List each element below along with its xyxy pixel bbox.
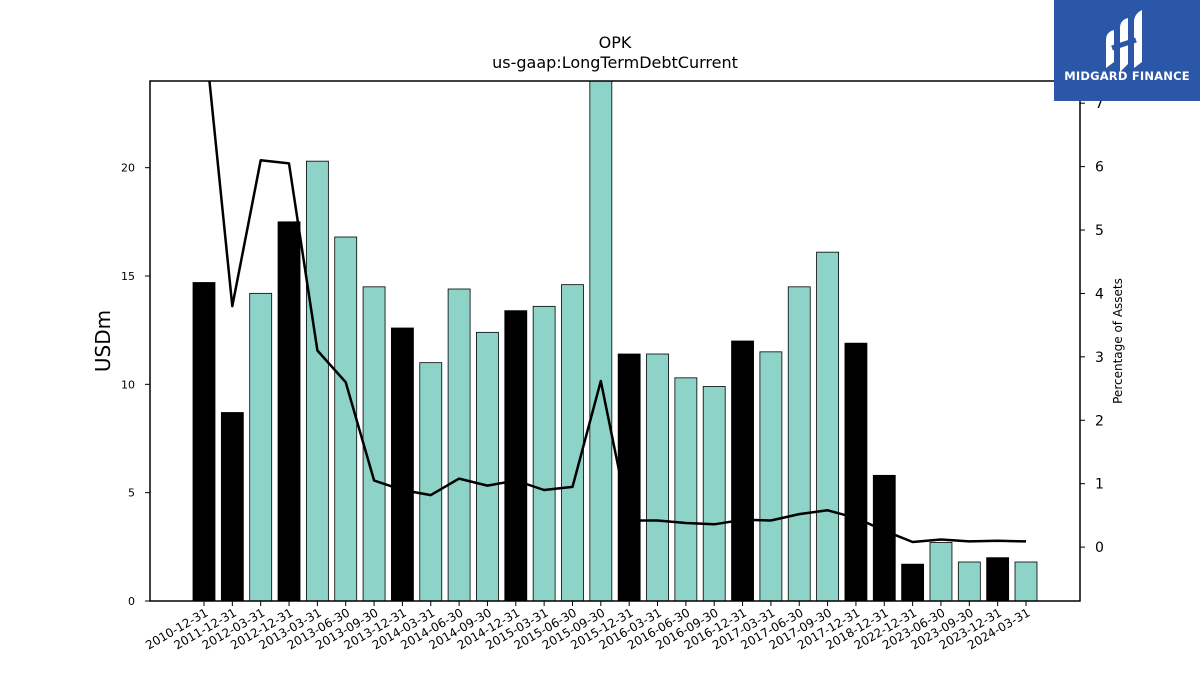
bar-2023-12-31 xyxy=(986,557,1010,601)
bar-2024-03-31 xyxy=(1014,561,1038,601)
bar-2017-06-30 xyxy=(787,286,811,601)
y2-tick-label: 7 xyxy=(1095,96,1104,112)
y2-tick-label: 5 xyxy=(1095,223,1104,239)
y2-tick-label: 0 xyxy=(1095,540,1104,556)
bar-2014-06-30 xyxy=(447,288,471,601)
bar-2016-09-30 xyxy=(702,386,726,601)
bar-2016-03-31 xyxy=(646,353,669,601)
plot-frame xyxy=(149,80,1081,602)
y-tick-label: 5 xyxy=(128,487,135,500)
bar-2014-09-30 xyxy=(476,331,499,601)
bar-2023-06-30 xyxy=(929,542,953,601)
line-group xyxy=(208,81,1027,544)
y-axis-label: USDm xyxy=(91,310,115,372)
bar-2014-12-31 xyxy=(504,310,528,601)
y2-tick-label: 3 xyxy=(1095,350,1104,366)
bar-2022-12-31 xyxy=(901,563,925,601)
chart-subtitle: us-gaap:LongTermDebtCurrent xyxy=(492,53,738,72)
bar-2015-12-31 xyxy=(617,353,641,601)
midgard-logo: MIDGARD FINANCE xyxy=(1054,0,1200,101)
bar-2018-12-31 xyxy=(872,474,896,601)
y-tick-label: 15 xyxy=(121,270,135,283)
bar-2013-06-30 xyxy=(334,236,358,601)
y-tick-label: 20 xyxy=(121,162,135,175)
bar-2015-03-31 xyxy=(532,305,556,601)
logo-text: MIDGARD FINANCE xyxy=(1064,69,1190,83)
bar-2013-09-30 xyxy=(362,286,386,601)
chart-title: OPK xyxy=(599,33,632,52)
bar-2012-03-31 xyxy=(249,292,273,601)
y-tick-label: 10 xyxy=(121,378,135,391)
bar-2016-12-31 xyxy=(731,340,754,601)
bar-2013-12-31 xyxy=(391,327,414,601)
bar-2016-06-30 xyxy=(674,377,698,601)
bar-2014-03-31 xyxy=(419,362,443,601)
bar-2010-12-31 xyxy=(192,282,216,601)
bar-2011-12-31 xyxy=(220,412,244,601)
midgard-logo-icon xyxy=(1106,10,1142,72)
y2-tick-label: 6 xyxy=(1095,160,1104,176)
percentage-line xyxy=(208,81,1027,544)
bar-2015-09-30 xyxy=(589,81,613,601)
bar-2017-09-30 xyxy=(816,251,839,601)
bars-group xyxy=(192,81,1038,601)
y2-axis-label: Percentage of Assets xyxy=(1111,278,1125,404)
y2-tick-label: 4 xyxy=(1095,286,1104,302)
bar-2013-03-31 xyxy=(305,160,329,601)
bar-2017-12-31 xyxy=(844,342,868,601)
y-tick-label: 0 xyxy=(128,595,135,608)
bar-2012-12-31 xyxy=(277,221,301,601)
bar-2015-06-30 xyxy=(561,284,584,601)
bar-2023-09-30 xyxy=(957,561,981,601)
y2-tick-label: 2 xyxy=(1095,413,1104,429)
bar-2017-03-31 xyxy=(759,351,783,601)
y2-tick-label: 1 xyxy=(1095,477,1104,493)
